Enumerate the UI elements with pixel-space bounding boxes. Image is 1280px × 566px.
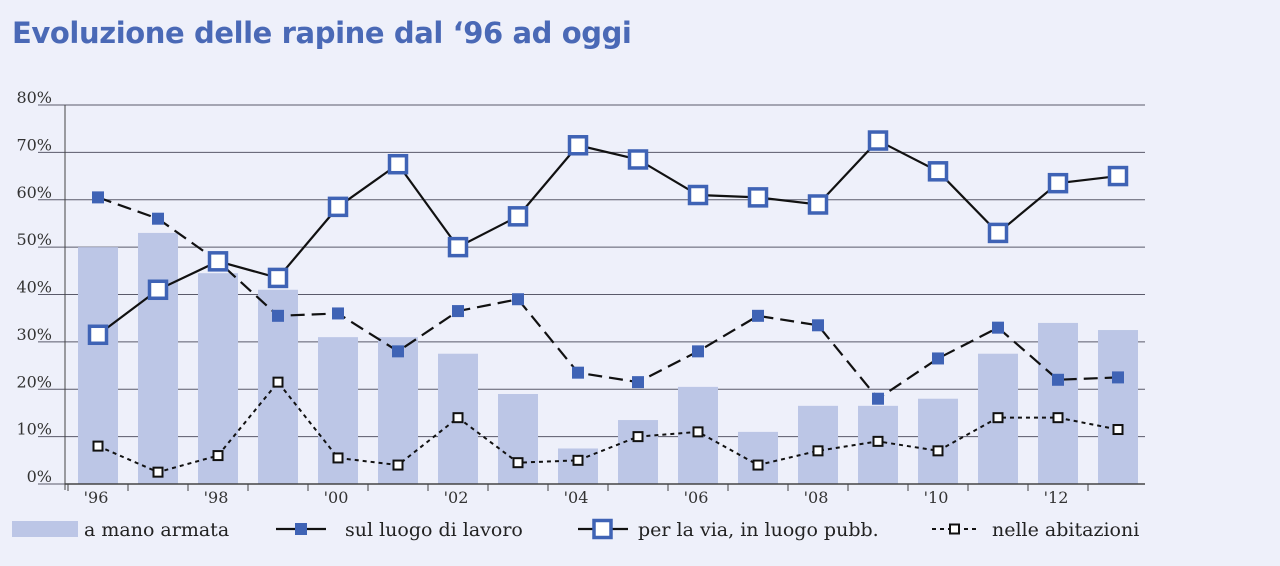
data-point (812, 445, 824, 457)
data-point (87, 324, 109, 346)
data-point (627, 149, 649, 170)
x-tick-label: '98 (204, 488, 229, 507)
data-point (1052, 412, 1064, 424)
x-tick-label: '12 (1044, 488, 1069, 507)
legend-marker (949, 523, 960, 535)
data-point (572, 366, 584, 379)
y-tick-label: 30% (16, 325, 52, 344)
bar (1038, 322, 1078, 484)
data-point (452, 305, 464, 318)
data-point (332, 452, 344, 464)
y-tick-label: 10% (16, 420, 52, 439)
data-point (507, 206, 529, 227)
data-point (207, 251, 229, 272)
bar (378, 337, 418, 484)
data-point (572, 454, 584, 466)
data-point (267, 267, 289, 289)
y-tick-label: 40% (16, 278, 52, 297)
legend-label: per la via, in luogo pubb. (638, 519, 879, 541)
x-tick-label: '02 (444, 488, 469, 507)
series-line-1 (97, 196, 1119, 401)
legend-label: sul luogo di lavoro (345, 519, 523, 541)
data-point (692, 345, 704, 358)
x-tick-label: '96 (84, 488, 109, 507)
x-tick-label: '00 (324, 488, 349, 507)
bar (198, 273, 238, 484)
data-point (1047, 172, 1069, 194)
y-tick-label: 0% (27, 467, 52, 486)
data-point (92, 440, 104, 452)
data-point (447, 236, 469, 258)
x-tick-label: '04 (564, 488, 589, 507)
data-point (152, 212, 164, 225)
legend-marker (592, 518, 613, 540)
data-point (387, 153, 409, 175)
data-point (92, 191, 104, 204)
data-point (927, 161, 949, 182)
bar (498, 393, 538, 484)
x-tick-label: '10 (924, 488, 949, 507)
data-point (807, 194, 829, 215)
bar (798, 405, 838, 484)
data-point (687, 184, 709, 206)
data-point (932, 445, 944, 457)
data-point (752, 459, 764, 471)
axes: 0% 10% 20% 30% 40% 50% 60% 70% 80% '96 '98 '00 '02 '0… (16, 88, 1145, 507)
data-point (147, 279, 169, 301)
data-point (752, 309, 764, 322)
y-tick-label: 80% (16, 88, 52, 107)
bar (618, 420, 658, 484)
y-tick-label: 60% (16, 183, 52, 202)
data-point (872, 392, 884, 405)
data-point (452, 412, 464, 424)
y-tick-label: 70% (16, 135, 52, 154)
data-point (512, 293, 524, 306)
bar-series (78, 232, 1138, 484)
data-point (327, 196, 349, 218)
legend-marker (295, 523, 307, 535)
y-tick-label: 50% (16, 230, 52, 249)
data-point (332, 307, 344, 320)
legend-swatch-bars (12, 521, 78, 537)
bar (1098, 330, 1138, 484)
data-point (272, 309, 284, 322)
data-point (392, 345, 404, 358)
data-point (1107, 165, 1129, 187)
data-point (1052, 373, 1064, 386)
data-point (872, 435, 884, 447)
legend-label: nelle abitazioni (992, 519, 1139, 541)
x-tick-label: '06 (684, 488, 709, 507)
data-point (812, 319, 824, 332)
data-point (632, 431, 644, 443)
data-point (992, 321, 1004, 334)
data-point (212, 450, 224, 462)
data-point (932, 352, 944, 365)
legend: a mano armata sul luogo di lavoro per la v… (12, 518, 1139, 541)
data-point (152, 466, 164, 478)
bar (138, 232, 178, 484)
data-point (692, 426, 704, 438)
line-series (87, 130, 1129, 478)
x-tick-label: '08 (804, 488, 829, 507)
data-point (632, 376, 644, 389)
bar (918, 398, 958, 484)
series-line-2 (97, 139, 1119, 336)
data-point (747, 187, 769, 208)
data-point (867, 130, 889, 151)
data-point (992, 412, 1004, 424)
legend-label: a mano armata (84, 519, 229, 541)
data-point (567, 135, 589, 156)
data-point (1112, 371, 1124, 384)
bar (558, 448, 598, 484)
data-point (512, 457, 524, 469)
chart-title: Evoluzione delle rapine dal ‘96 ad oggi (12, 16, 632, 50)
data-point (987, 222, 1009, 244)
y-tick-label: 20% (16, 372, 52, 391)
series-line-3 (97, 380, 1119, 474)
data-point (272, 376, 284, 388)
data-point (392, 459, 404, 471)
data-point (1112, 424, 1124, 436)
